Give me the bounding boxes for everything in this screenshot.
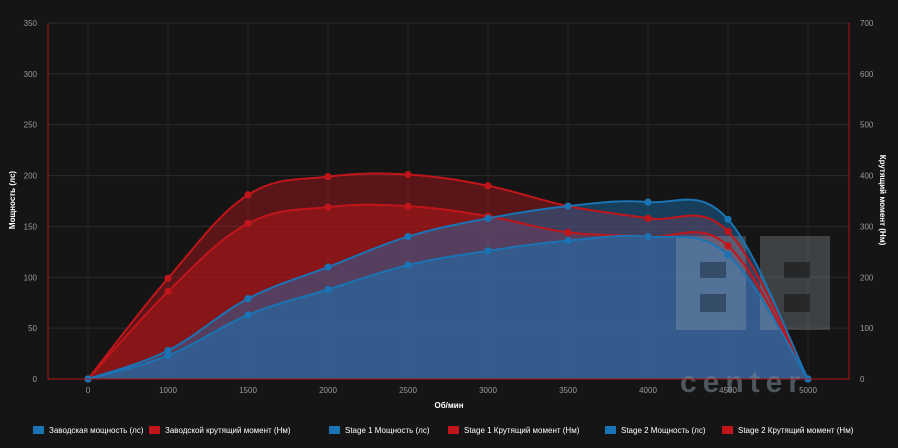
right-axis-tick-label: 400 [860,172,874,181]
left-axis-tick-label: 250 [24,121,38,130]
x-axis-tick-label: 4500 [719,386,737,395]
legend-label: Stage 1 Мощность (лс) [345,426,430,435]
right-axis-tick-label: 100 [860,324,874,333]
x-axis-title: Об/мин [434,401,463,410]
left-axis-tick-label: 0 [33,375,38,384]
series-3-point [164,274,172,282]
series-0-point [724,251,732,259]
left-axis-tick-label: 300 [24,70,38,79]
series-0-point [404,261,412,269]
right-axis-tick-label: 500 [860,121,874,130]
watermark-logo-notch [784,294,810,312]
x-axis-tick-label: 3000 [479,386,497,395]
series-0-point [164,352,172,360]
left-axis-title: Мощность (лс) [8,171,17,230]
series-0-point [484,247,492,255]
watermark-text: center [680,366,806,399]
watermark-logo-left-block [676,236,746,330]
axis-ticks: 0501001502002503003500100200300400500600… [24,19,874,395]
legend-swatch [329,426,340,434]
x-axis-tick-label: 1500 [239,386,257,395]
series-2-point [724,215,732,223]
series-2-point [324,263,332,271]
left-axis-tick-label: 100 [24,273,38,282]
legend: Заводская мощность (лс) Заводской крутящи… [33,426,854,435]
series-2-point [644,198,652,206]
legend-label: Stage 2 Крутящий момент (Нм) [738,426,854,435]
x-axis-tick-label: 5000 [799,386,817,395]
series-3-point [324,172,332,181]
legend-label: Stage 1 Крутящий момент (Нм) [464,426,580,435]
series-2-point [244,295,252,303]
x-axis-tick-label: 3500 [559,386,577,395]
legend-swatch [33,426,44,434]
series-2-point [164,346,172,355]
series-3-point [404,170,412,179]
series-0-point [324,285,332,294]
series-2-line [87,198,809,380]
series-lines [87,172,809,380]
series-3-line [87,172,809,380]
series-1-point [164,287,172,296]
series-0-area [88,235,808,379]
watermark-logo-notch [700,262,726,278]
left-axis-tick-label: 200 [24,172,38,181]
series-1-point [404,202,412,210]
series-1-line [87,203,809,380]
right-axis-tick-label: 600 [860,70,874,79]
x-axis-tick-label: 1000 [159,386,177,395]
series-2-point [564,202,572,210]
x-axis-tick-label: 2500 [399,386,417,395]
left-axis-tick-label: 350 [24,19,38,28]
right-axis-tick-label: 300 [860,222,874,231]
watermark-logo-right-block [760,236,830,330]
bb-center-watermark: center [676,236,830,399]
series-3-point [244,191,252,199]
right-axis-title: Крутящий момент (Нм) [878,155,887,246]
watermark-logo-notch [784,262,810,278]
series-1-point [324,203,332,211]
right-axis-tick-label: 200 [860,273,874,282]
series-3-point [484,182,492,190]
series-1-point [564,228,572,237]
series-3-point [724,227,732,236]
series-2-point [404,233,412,241]
x-axis-tick-label: 2000 [319,386,337,395]
left-axis-tick-label: 50 [28,324,37,333]
series-3-point [644,214,652,222]
series-0-point [244,311,252,319]
series-0-point [644,233,652,241]
series-0-line [87,234,809,380]
legend-swatch [605,426,616,434]
right-axis-tick-label: 700 [860,19,874,28]
left-axis-tick-label: 150 [24,222,38,231]
series-2-point [484,214,492,222]
legend-swatch [149,426,160,434]
watermark-logo-notch [700,294,726,312]
series-areas [88,173,808,379]
x-axis-tick-label: 4000 [639,386,657,395]
legend-swatch [448,426,459,434]
legend-swatch [722,426,733,434]
series-1-point [724,242,732,250]
legend-label: Stage 2 Мощность (лс) [621,426,706,435]
right-axis-tick-label: 0 [860,375,865,384]
legend-label: Заводской крутящий момент (Нм) [165,426,291,435]
x-axis-tick-label: 0 [86,386,91,395]
legend-label: Заводская мощность (лс) [49,426,144,435]
series-1-point [244,219,252,227]
series-0-point [564,237,572,245]
